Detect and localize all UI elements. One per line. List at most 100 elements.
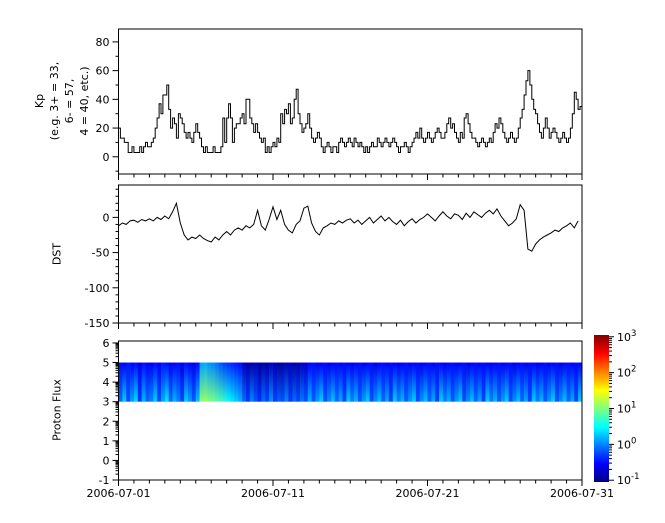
heatmap-column	[257, 362, 262, 402]
heatmap-column	[319, 362, 324, 402]
heatmap-column	[203, 362, 208, 402]
heatmap-column	[180, 362, 185, 402]
y-tick-label: 60	[96, 65, 110, 78]
heatmap-column	[176, 362, 181, 402]
heatmap-column	[450, 362, 455, 402]
heatmap-column	[388, 362, 394, 402]
heatmap-column	[520, 362, 525, 402]
heatmap-column	[385, 362, 390, 402]
heatmap-column	[273, 362, 278, 402]
heatmap-column	[330, 362, 336, 402]
x-tick-label: 2006-07-01	[87, 487, 151, 500]
heatmap-column	[527, 362, 533, 402]
heatmap-column	[504, 362, 509, 402]
heatmap-column	[439, 362, 444, 402]
heatmap-column	[122, 362, 127, 402]
heatmap-column	[473, 362, 479, 402]
heatmap-column	[238, 362, 243, 402]
heatmap-column	[153, 362, 158, 402]
heatmap-column	[558, 362, 563, 402]
heatmap-column	[118, 362, 123, 402]
heatmap-column	[327, 362, 332, 402]
heatmap-column	[160, 362, 166, 402]
heatmap-column	[133, 362, 139, 402]
heatmap-column	[288, 362, 293, 402]
heatmap-column	[226, 362, 231, 402]
kp-panel: 0 20 40 60 80	[96, 28, 583, 180]
x-tick-label: 2006-07-21	[396, 487, 460, 500]
heatmap-column	[531, 362, 536, 402]
heatmap-column	[184, 362, 189, 402]
heatmap-column	[168, 362, 173, 402]
heatmap-column	[234, 362, 239, 402]
heatmap-column	[191, 362, 197, 402]
heatmap-column	[497, 362, 502, 402]
heatmap-column	[303, 362, 309, 402]
heatmap-column	[570, 362, 575, 402]
heatmap-column	[427, 362, 432, 402]
y-tick-label: 6	[103, 337, 110, 350]
heatmap-column	[199, 362, 204, 402]
heatmap-column	[354, 362, 359, 402]
heatmap-column	[323, 362, 328, 402]
dst-panel: 0 -50 -100 -150	[85, 184, 583, 330]
heatmap-column	[551, 362, 556, 402]
heatmap-column	[562, 362, 567, 402]
heatmap-column	[207, 362, 212, 402]
heatmap-column	[396, 362, 401, 402]
heatmap-column	[547, 362, 552, 402]
heatmap-column	[466, 362, 471, 402]
heatmap-column	[554, 362, 560, 402]
y-tick-label: 0	[103, 454, 110, 467]
heatmap-column	[535, 362, 540, 402]
y-tick-label: 2	[103, 415, 110, 428]
heatmap-column	[280, 362, 285, 402]
heatmap-column	[346, 362, 351, 402]
heatmap-column	[311, 362, 316, 402]
heatmap-column	[489, 362, 494, 402]
heatmap-column	[357, 362, 363, 402]
y-tick-label: 1	[103, 435, 110, 448]
heatmap-column	[481, 362, 486, 402]
heatmap-column	[292, 362, 297, 402]
heatmap-column	[369, 362, 374, 402]
heatmap-column	[412, 362, 417, 402]
heatmap-column	[269, 362, 274, 402]
heatmap-column	[350, 362, 355, 402]
colorbar-gradient	[594, 335, 609, 482]
heatmap-column	[512, 362, 517, 402]
heatmap-column	[215, 362, 220, 402]
heatmap-column	[543, 362, 548, 402]
heatmap-column	[284, 362, 289, 402]
heatmap-column	[276, 362, 282, 402]
heatmap-column	[296, 362, 301, 402]
heatmap-column	[137, 362, 142, 402]
y-tick-label: -100	[85, 282, 110, 295]
y-tick-label: 4	[103, 376, 110, 389]
heatmap-column	[141, 362, 146, 402]
heatmap-column	[377, 362, 382, 402]
heatmap-column	[431, 362, 436, 402]
heatmap-column	[423, 362, 428, 402]
heatmap-column	[230, 362, 235, 402]
heatmap-column	[477, 362, 482, 402]
heatmap-column	[435, 362, 440, 402]
y-tick-label: 3	[103, 396, 110, 409]
heatmap-column	[342, 362, 347, 402]
heatmap-column	[373, 362, 378, 402]
proton-flux-axis-label: Proton Flux	[50, 379, 64, 441]
heatmap-column	[381, 362, 386, 402]
kp-step-line	[118, 70, 582, 153]
y-tick-label: -50	[92, 247, 110, 260]
dst-line	[118, 201, 579, 252]
heatmap-column	[485, 362, 490, 402]
heatmap-column	[442, 362, 448, 402]
heatmap-column	[392, 362, 397, 402]
heatmap-column	[493, 362, 498, 402]
heatmap-column	[566, 362, 571, 402]
proton-flux-panel: -1 0 1 2 3 4 5 6	[99, 337, 583, 487]
